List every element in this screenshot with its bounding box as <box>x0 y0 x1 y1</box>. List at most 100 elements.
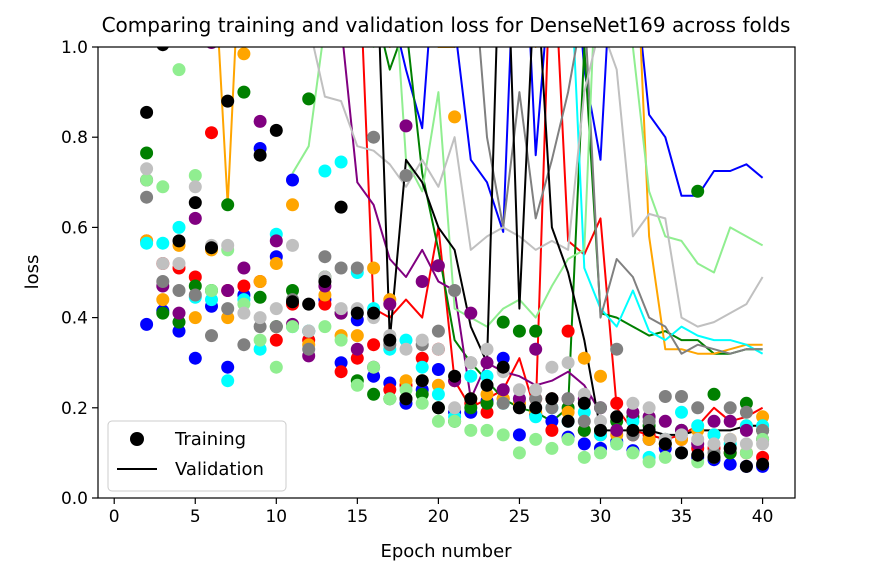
training-point-series-6 <box>237 261 251 275</box>
training-point-series-5 <box>318 164 332 178</box>
training-point-series-4 <box>756 410 770 424</box>
x-tick-label: 20 <box>428 507 450 527</box>
training-point-series-7 <box>594 401 607 415</box>
training-point-series-6 <box>610 423 624 437</box>
training-point-series-10 <box>399 392 413 406</box>
training-point-series-8 <box>350 378 364 392</box>
validation-line-series-6 <box>342 47 602 413</box>
training-point-series-10 <box>318 275 332 288</box>
training-point-series-4 <box>594 369 607 383</box>
training-point-series-7 <box>675 390 688 403</box>
x-tick-label: 40 <box>752 507 774 527</box>
training-point-series-10 <box>334 200 348 214</box>
training-point-series-1 <box>512 428 526 442</box>
training-point-series-4 <box>367 261 381 275</box>
training-point-series-2 <box>383 383 397 397</box>
legend-validation-label: Validation <box>175 459 264 480</box>
training-point-series-9 <box>480 342 494 356</box>
training-point-series-10 <box>739 459 753 473</box>
training-point-series-9 <box>707 437 721 451</box>
x-tick-label: 35 <box>671 507 693 527</box>
training-point-series-4 <box>431 378 445 392</box>
y-tick-label: 0.0 <box>61 489 88 509</box>
training-point-series-9 <box>253 311 267 325</box>
training-point-series-6 <box>707 414 721 428</box>
training-point-series-5 <box>156 236 170 250</box>
training-point-series-1 <box>188 351 202 365</box>
training-point-series-3 <box>480 396 494 410</box>
training-point-series-8 <box>318 320 332 334</box>
training-point-series-6 <box>480 356 494 370</box>
training-point-series-7 <box>188 288 202 302</box>
training-point-series-4 <box>448 110 462 124</box>
training-point-series-8 <box>399 383 413 397</box>
training-point-series-8 <box>188 169 202 182</box>
plot-area <box>140 47 770 473</box>
training-point-series-2 <box>367 338 381 352</box>
y-tick-label: 1.0 <box>61 38 88 58</box>
training-point-series-8 <box>577 450 591 464</box>
training-point-series-8 <box>512 446 526 460</box>
x-tick-label: 10 <box>265 507 287 527</box>
training-point-series-2 <box>350 351 364 365</box>
training-point-series-1 <box>723 457 737 471</box>
training-point-series-10 <box>756 457 770 471</box>
training-point-series-6 <box>431 259 445 273</box>
training-point-series-9 <box>675 428 688 442</box>
training-point-series-6 <box>723 414 737 428</box>
chart-title: Comparing training and validation loss f… <box>102 13 791 37</box>
training-point-series-8 <box>431 414 445 428</box>
training-point-series-3 <box>464 401 478 415</box>
axes-ticks: 0 5 10 15 20 25 30 35 40 0.0 0.2 0.4 0.6 0.8 1.0 <box>61 38 773 527</box>
training-point-series-10 <box>594 423 607 437</box>
training-point-series-7 <box>756 423 770 437</box>
training-point-series-10 <box>723 441 737 455</box>
training-point-series-2 <box>205 126 218 140</box>
plot-frame <box>97 46 796 499</box>
training-point-series-5 <box>529 410 543 424</box>
training-point-series-10 <box>269 123 283 137</box>
training-point-series-4 <box>642 432 656 446</box>
training-point-series-6 <box>464 306 478 320</box>
training-point-series-3 <box>253 290 267 304</box>
training-point-series-8 <box>253 333 267 347</box>
training-point-series-9 <box>626 396 640 410</box>
training-point-series-7 <box>269 320 283 334</box>
training-point-series-8 <box>205 284 218 297</box>
training-point-series-5 <box>205 293 218 307</box>
training-point-series-10 <box>512 401 526 415</box>
training-point-series-4 <box>350 329 364 343</box>
training-point-series-2 <box>237 279 251 293</box>
training-point-series-4 <box>286 198 299 212</box>
training-point-series-3 <box>707 387 721 401</box>
x-tick-label: 5 <box>190 507 201 527</box>
training-point-series-8 <box>334 333 348 347</box>
training-point-series-7 <box>448 284 462 297</box>
training-point-series-7 <box>221 302 235 316</box>
training-point-series-4 <box>269 257 283 270</box>
training-point-series-2 <box>188 270 202 284</box>
training-point-series-9 <box>172 257 186 270</box>
training-point-series-3 <box>367 387 381 401</box>
training-point-series-7 <box>350 261 364 275</box>
training-point-series-1 <box>577 437 591 451</box>
training-point-series-3 <box>140 146 154 160</box>
training-point-series-9 <box>723 432 737 446</box>
training-point-series-6 <box>269 234 283 248</box>
training-point-series-2 <box>610 396 624 410</box>
training-point-series-9 <box>691 432 705 446</box>
training-point-series-1 <box>286 173 299 187</box>
legend-training-label: Training <box>174 429 246 450</box>
y-tick-label: 0.4 <box>61 309 88 329</box>
training-point-series-5 <box>399 333 413 347</box>
training-point-series-5 <box>172 220 186 234</box>
training-point-series-7 <box>529 392 543 406</box>
training-point-series-1 <box>431 363 445 376</box>
training-point-series-5 <box>334 155 348 169</box>
training-point-series-2 <box>545 423 559 437</box>
training-point-series-4 <box>156 293 170 307</box>
training-point-series-9 <box>512 383 526 397</box>
training-point-series-3 <box>415 387 429 401</box>
training-point-series-10 <box>205 241 218 255</box>
